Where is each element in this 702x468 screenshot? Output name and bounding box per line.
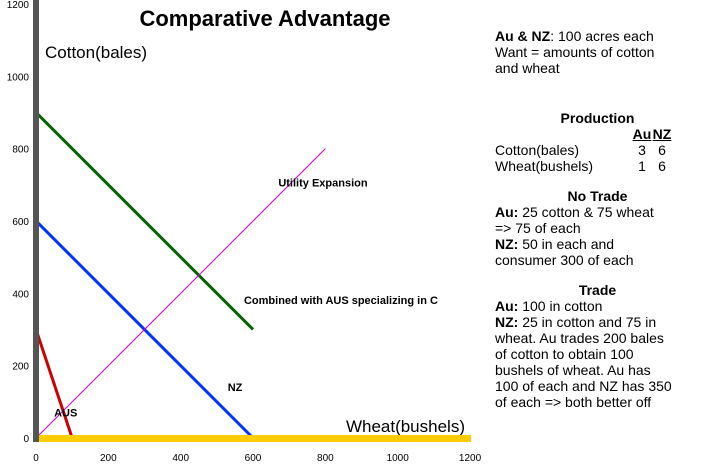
series-label: Utility Expansion	[278, 178, 368, 190]
x-tick-label: 0	[33, 453, 39, 464]
y-tick-label: 800	[12, 145, 29, 156]
series-line	[34, 111, 255, 331]
production-col-au: Au	[632, 126, 652, 142]
production-title: Production	[560, 110, 635, 126]
production-row-nz: 6	[658, 142, 666, 158]
series-lines	[34, 111, 326, 440]
production-row: Cotton(bales) 3 6	[495, 142, 672, 158]
production-row-label: Wheat(bushels)	[495, 158, 594, 174]
x-axis-label: Wheat(bushels)	[346, 417, 465, 436]
trade-nz-line-2: wheat. Au trades 200 bales	[495, 330, 664, 346]
production-row-label: Cotton(bales)	[495, 142, 580, 158]
x-tick-label: 600	[245, 453, 262, 464]
production-row-nz: 6	[658, 158, 666, 174]
x-tick-label: 1000	[387, 453, 410, 464]
production-row: Wheat(bushels) 1 6	[495, 158, 672, 174]
no-trade-title: No Trade	[567, 188, 628, 204]
series-line	[35, 148, 326, 439]
y-axis-label: Cotton(bales)	[45, 43, 147, 62]
trade-nz-line-3: of cotton to obtain 100	[495, 346, 634, 362]
y-tick-label: 1200	[7, 0, 30, 11]
x-tick-label: 1200	[459, 453, 482, 464]
trade-title: Trade	[578, 282, 617, 298]
series-labels: AUS NZ Combined with AUS specializing in C…	[54, 178, 438, 420]
production-table: Au NZ Cotton(bales) 3 6 Wheat(bushels) 1…	[495, 126, 672, 174]
production-col-nz: NZ	[652, 126, 672, 142]
trade-au: Au: 100 in cotton	[495, 298, 700, 314]
series-label: NZ	[228, 382, 243, 394]
no-trade-nz-label: NZ:	[495, 236, 519, 252]
info-panel: Au & NZ: 100 acres each Want = amounts o…	[495, 28, 700, 410]
no-trade-nz-text-2: consumer 300 of each	[495, 252, 634, 268]
intro-bold: Au & NZ	[495, 28, 551, 44]
trade-au-label: Au:	[495, 298, 519, 314]
y-tick-label: 600	[12, 217, 29, 228]
trade-au-text: 100 in cotton	[518, 298, 603, 314]
x-tick-label: 400	[172, 453, 189, 464]
y-axis-line	[33, 0, 39, 442]
y-tick-label: 400	[12, 289, 29, 300]
intro-line: Au & NZ: 100 acres each	[495, 28, 700, 44]
trade-nz-line-6: of each => both better off	[495, 394, 652, 410]
trade-nz-line-5: 100 of each and NZ has 350	[495, 378, 672, 394]
y-tick-label: 0	[23, 434, 29, 445]
no-trade-au: Au: 25 cotton & 75 wheat	[495, 204, 700, 220]
y-axis-ticks: 0 200 400 600 800 1000 1200	[7, 0, 30, 445]
want-line-2: and wheat	[495, 60, 560, 76]
production-header-row: Au NZ	[495, 126, 672, 142]
want-line-1: Want = amounts of cotton	[495, 44, 655, 60]
comparative-advantage-chart: Comparative Advantage Cotton(bales) Whea…	[7, 0, 482, 464]
y-tick-label: 1000	[7, 72, 30, 83]
trade-nz-line-1: 25 in cotton and 75 in	[518, 314, 657, 330]
chart-title: Comparative Advantage	[139, 6, 390, 31]
no-trade-au-text-1: 25 cotton & 75 wheat	[518, 204, 654, 220]
no-trade-nz-text-1: 50 in each and	[518, 236, 615, 252]
trade-nz: NZ: 25 in cotton and 75 in	[495, 314, 700, 330]
series-label: Combined with AUS specializing in C	[244, 295, 438, 307]
x-tick-label: 800	[317, 453, 334, 464]
trade-nz-label: NZ:	[495, 314, 519, 330]
no-trade-au-text-2: => 75 of each	[495, 220, 581, 236]
trade-nz-line-4: bushels of wheat. Au has	[495, 362, 651, 378]
x-tick-label: 200	[100, 453, 117, 464]
production-row-au: 3	[638, 142, 646, 158]
no-trade-nz: NZ: 50 in each and	[495, 236, 700, 252]
x-axis-ticks: 0 200 400 600 800 1000 1200	[33, 453, 481, 464]
series-label: AUS	[54, 407, 77, 419]
no-trade-au-label: Au:	[495, 204, 519, 220]
intro-rest: : 100 acres each	[550, 28, 654, 44]
x-axis-line	[33, 435, 471, 442]
production-row-au: 1	[638, 158, 646, 174]
series-line	[34, 329, 74, 439]
y-tick-label: 200	[12, 362, 29, 373]
